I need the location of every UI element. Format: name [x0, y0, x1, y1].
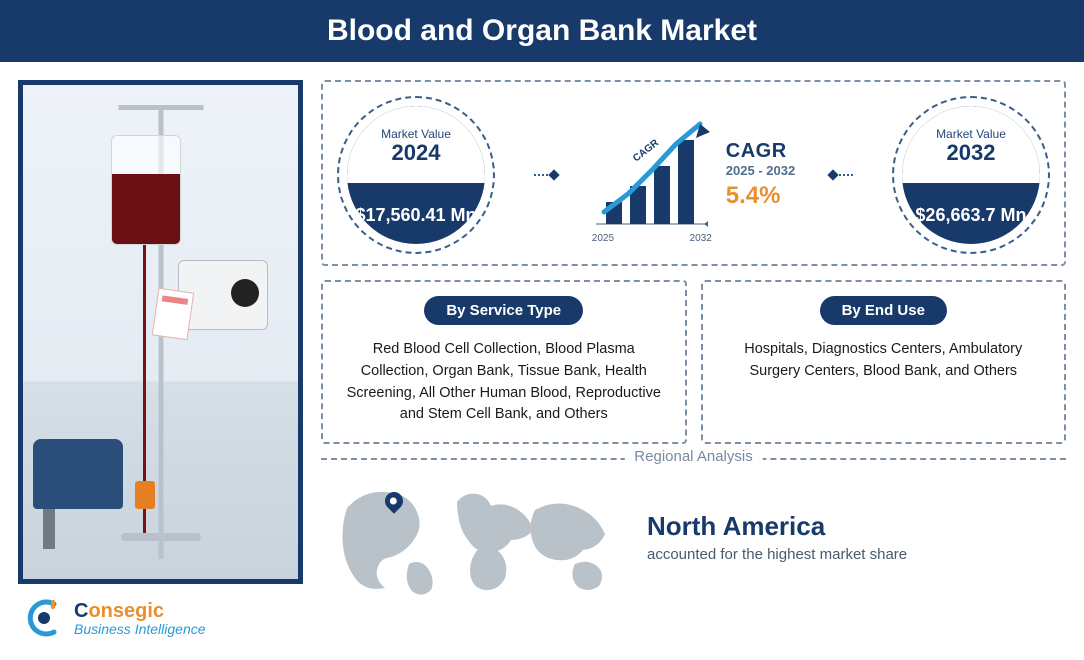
- cagr-chart: CAGR 2025 2032: [592, 120, 712, 230]
- logo-word1-rest: onsegic: [88, 600, 164, 622]
- axis-start: 2025: [592, 233, 614, 244]
- metric-value: $17,560.41 Mn: [347, 205, 485, 226]
- logo-word1-prefix: C: [74, 600, 88, 622]
- body: Consegic Business Intelligence Market Va…: [0, 62, 1084, 660]
- metric-year: 2024: [392, 140, 441, 166]
- cagr-value: 5.4%: [726, 182, 795, 210]
- logo-mark-icon: [24, 598, 64, 638]
- connector-right: [835, 174, 853, 176]
- metric-2032: Market Value 2032 $26,663.7 Mn: [892, 96, 1050, 254]
- segments-row: By Service Type Red Blood Cell Collectio…: [321, 280, 1066, 444]
- brand-logo: Consegic Business Intelligence: [18, 596, 303, 642]
- region-name: North America: [647, 511, 907, 542]
- cagr-range: 2025 - 2032: [726, 163, 795, 178]
- logo-tagline: Business Intelligence: [74, 621, 206, 637]
- right-column: Market Value 2024 $17,560.41 Mn CAGR: [321, 80, 1066, 642]
- segment-pill: By Service Type: [424, 296, 583, 325]
- left-column: Consegic Business Intelligence: [18, 80, 303, 642]
- axis-end: 2032: [690, 233, 712, 244]
- metrics-panel: Market Value 2024 $17,560.41 Mn CAGR: [321, 80, 1066, 266]
- regional-title: Regional Analysis: [624, 448, 762, 465]
- connector-left: [534, 174, 552, 176]
- metric-label: Market Value: [381, 127, 451, 141]
- page-title: Blood and Organ Bank Market: [0, 0, 1084, 62]
- metric-value: $26,663.7 Mn: [902, 205, 1040, 226]
- segment-pill: By End Use: [820, 296, 947, 325]
- metric-label: Market Value: [936, 127, 1006, 141]
- segment-service-type: By Service Type Red Blood Cell Collectio…: [321, 280, 687, 444]
- svg-text:CAGR: CAGR: [631, 137, 662, 164]
- world-map-icon: [329, 478, 619, 598]
- regional-panel: Regional Analysis: [321, 458, 1066, 598]
- segment-end-use: By End Use Hospitals, Diagnostics Center…: [701, 280, 1067, 444]
- logo-text: Consegic Business Intelligence: [74, 600, 206, 637]
- segment-body: Red Blood Cell Collection, Blood Plasma …: [341, 339, 667, 426]
- cagr-block: CAGR 2025 2032 CAGR 2025 - 2032 5.4%: [592, 120, 795, 230]
- region-desc: accounted for the highest market share: [647, 544, 907, 566]
- metric-year: 2032: [946, 140, 995, 166]
- segment-body: Hospitals, Diagnostics Centers, Ambulato…: [721, 339, 1047, 383]
- cagr-title: CAGR: [726, 140, 795, 163]
- feature-photo: [18, 80, 303, 584]
- infographic-root: Blood and Organ Bank Market: [0, 0, 1084, 660]
- metric-2024: Market Value 2024 $17,560.41 Mn: [337, 96, 495, 254]
